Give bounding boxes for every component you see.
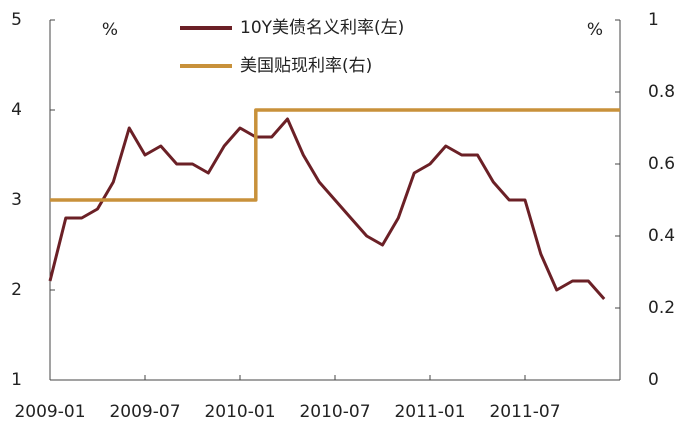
y2-tick-label: 1 bbox=[648, 10, 659, 30]
x-tick-label: 2011-07 bbox=[489, 402, 560, 422]
y2-tick-label: 0.6 bbox=[648, 154, 675, 174]
y2-tick-label: 0.2 bbox=[648, 298, 675, 318]
y2-unit: % bbox=[587, 20, 603, 40]
series-line bbox=[48, 117, 606, 300]
y2-tick-label: 0 bbox=[648, 370, 659, 390]
y-tick-label: 3 bbox=[11, 190, 22, 210]
legend-label: 10Y美债名义利率(左) bbox=[240, 18, 404, 38]
x-tick-label: 2010-07 bbox=[299, 402, 370, 422]
y-tick-label: 1 bbox=[11, 370, 22, 390]
x-tick-label: 2011-01 bbox=[394, 402, 465, 422]
y-tick-label: 2 bbox=[11, 280, 22, 300]
x-tick-label: 2009-07 bbox=[109, 402, 180, 422]
y-tick-label: 4 bbox=[11, 100, 22, 120]
legend-label: 美国贴现利率(右) bbox=[240, 56, 372, 76]
y-tick-label: 5 bbox=[11, 10, 22, 30]
y-unit: % bbox=[102, 20, 118, 40]
y2-tick-label: 0.8 bbox=[648, 82, 675, 102]
x-tick-label: 2010-01 bbox=[204, 402, 275, 422]
x-tick-label: 2009-01 bbox=[14, 402, 85, 422]
y2-tick-label: 0.4 bbox=[648, 226, 675, 246]
series-line bbox=[50, 108, 620, 202]
